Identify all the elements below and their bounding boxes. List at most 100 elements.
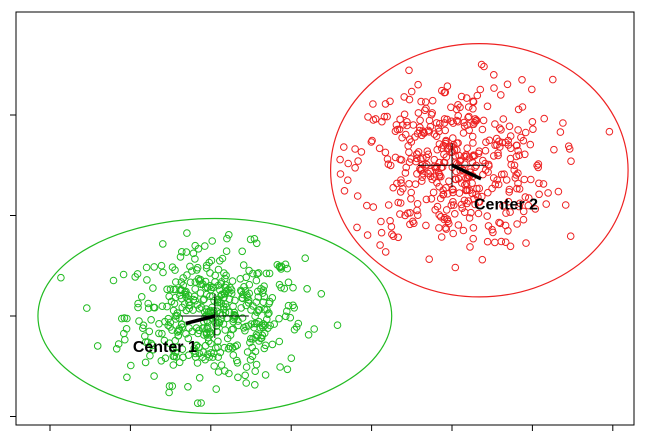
cluster-2-point — [454, 101, 462, 109]
cluster-1-point — [245, 266, 253, 275]
cluster-2-point — [445, 177, 453, 185]
cluster-2-point — [501, 238, 510, 246]
cluster-1-point — [172, 353, 181, 361]
cluster-2-point — [605, 127, 614, 136]
cluster-2-point — [438, 163, 447, 171]
cluster-1-point — [169, 361, 178, 369]
cluster-2-point — [437, 144, 446, 152]
cluster-2-point — [484, 168, 492, 176]
cluster-2-point — [447, 201, 456, 209]
cluster-2-point — [433, 202, 442, 211]
cluster-1-point — [199, 296, 207, 304]
cluster-2-point — [521, 193, 530, 201]
cluster-2-point — [409, 121, 418, 129]
cluster-2-point — [469, 234, 478, 243]
cluster-2-point — [517, 133, 525, 142]
cluster-1-point — [164, 314, 173, 323]
cluster-1-point — [260, 292, 269, 301]
cluster-1-point — [234, 317, 242, 325]
cluster-1-point — [139, 321, 148, 330]
cluster-2-point — [526, 140, 535, 149]
cluster-1-point — [182, 330, 190, 338]
cluster-2-point — [476, 85, 485, 94]
cluster-1-point — [304, 331, 313, 339]
cluster-2-point — [460, 122, 469, 130]
cluster-2-point — [468, 179, 476, 187]
cluster-2-point — [488, 184, 496, 193]
cluster-2-point — [483, 212, 492, 220]
cluster-2-point — [432, 119, 441, 127]
cluster-2-point — [418, 177, 426, 185]
cluster-1-point — [237, 287, 246, 296]
cluster-2-point — [407, 155, 415, 163]
cluster-2-point — [460, 160, 469, 168]
cluster-1-point — [251, 381, 259, 389]
cluster-2-point — [435, 182, 444, 191]
cluster-2-point — [554, 187, 563, 196]
cluster-1-point — [122, 325, 131, 333]
cluster-1-point — [191, 349, 200, 358]
cluster-1-point — [166, 285, 175, 293]
cluster-1-point — [191, 255, 199, 263]
cluster-2-point — [414, 109, 423, 117]
cluster-2-point — [407, 87, 416, 96]
cluster-1-point — [280, 284, 289, 293]
cluster-2-point — [459, 129, 468, 137]
cluster-2-point — [480, 62, 488, 71]
cluster-1-point — [333, 321, 342, 330]
cluster-1-point — [171, 312, 180, 320]
cluster-2-point — [388, 230, 396, 239]
cluster-2-point — [407, 195, 415, 203]
cluster-2-point — [353, 223, 361, 232]
cluster-1-point — [144, 338, 152, 347]
cluster-2-point — [522, 239, 530, 247]
cluster-2-point — [468, 189, 477, 198]
cluster-1-point — [190, 292, 199, 301]
cluster-2-point — [413, 150, 421, 158]
cluster-1-point — [222, 247, 231, 255]
cluster-2-point — [415, 126, 424, 135]
cluster-2-point — [468, 132, 477, 141]
cluster-1-point — [268, 340, 277, 349]
cluster-1-point — [310, 325, 319, 333]
cluster-2-point — [520, 175, 529, 184]
cluster-1-point — [201, 242, 209, 250]
cluster-2-point — [436, 119, 444, 128]
cluster-2-point — [502, 209, 510, 217]
cluster-2-point — [481, 146, 490, 155]
cluster-2-point — [473, 91, 482, 100]
cluster-1-point — [201, 341, 210, 350]
cluster-2-point — [484, 188, 492, 197]
cluster-2-point — [340, 187, 349, 195]
cluster-1-point — [210, 297, 218, 305]
cluster-2-point — [510, 161, 519, 170]
cluster-2-point — [490, 84, 498, 92]
cluster-1-point — [183, 271, 191, 279]
cluster-1-point — [147, 316, 155, 324]
cluster-2-point — [442, 206, 451, 214]
cluster-1-point — [167, 297, 176, 306]
cluster-2-point — [363, 231, 372, 239]
cluster-1-point — [231, 342, 239, 351]
cluster-1-point — [246, 235, 255, 244]
cluster-1-point — [228, 277, 237, 285]
cluster-1-point — [114, 340, 123, 348]
cluster-1-point — [246, 338, 254, 347]
cluster-1-point — [166, 323, 174, 331]
cluster-2-point — [462, 94, 471, 102]
cluster-2-point — [414, 211, 422, 219]
cluster-1-point — [212, 385, 220, 393]
cluster-2-point — [514, 105, 523, 114]
cluster-2-point — [437, 233, 446, 241]
cluster-2-point — [367, 138, 376, 146]
cluster-1-point — [178, 323, 186, 332]
cluster-2-point — [433, 163, 441, 171]
cluster-1-point — [218, 311, 227, 319]
cluster-1-point — [250, 235, 259, 243]
cluster-1-point — [261, 371, 270, 379]
cluster-2-point — [506, 242, 515, 251]
cluster-2-point — [403, 118, 411, 126]
cluster-1-point — [207, 256, 216, 265]
cluster-2-point — [489, 174, 498, 182]
